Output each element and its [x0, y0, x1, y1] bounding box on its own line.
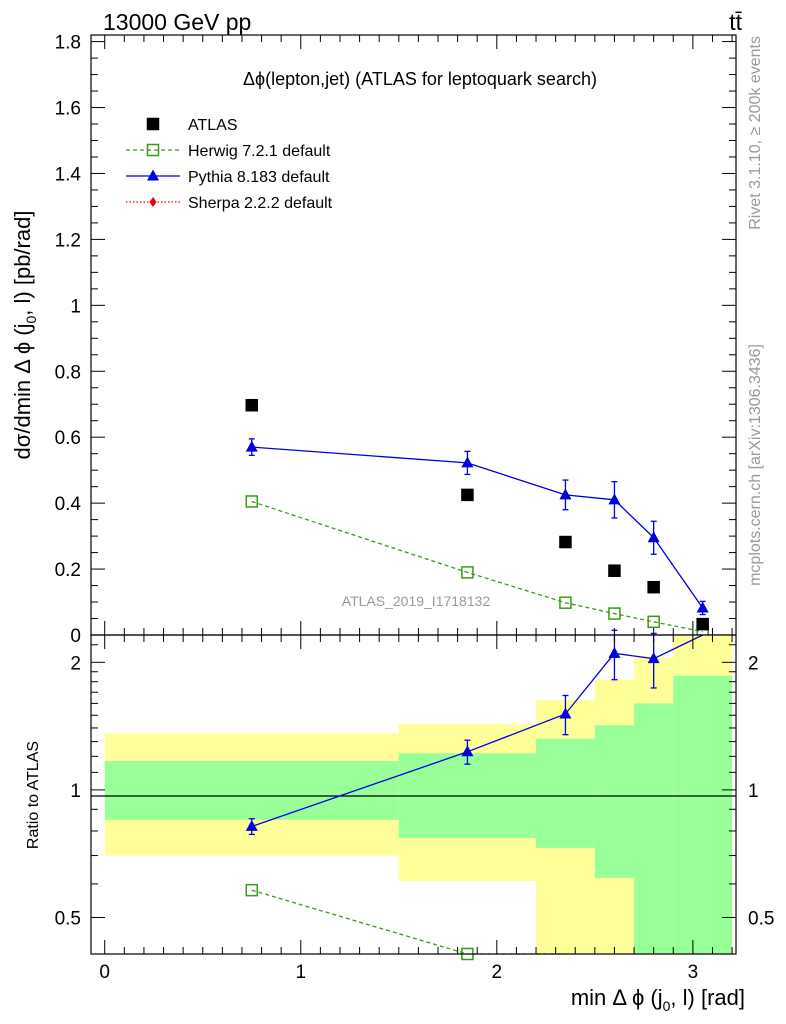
pythia-point	[245, 440, 258, 452]
y-axis-label: dσ/dmin Δ ϕ (j0, l) [pb/rad]	[10, 211, 39, 460]
x-tick-label: 1	[295, 962, 306, 983]
herwig-ratio-point	[245, 883, 259, 897]
uncertainty-bands	[104, 635, 733, 954]
ratio-panel: 0.5 0.5 1 1 2 2 0 1 2 3 Ratio to ATLAS	[25, 35, 774, 983]
band-inner	[673, 675, 733, 954]
pythia-ratio-point	[559, 707, 572, 719]
band-inner	[104, 760, 399, 820]
band-inner	[634, 703, 674, 954]
y-tick-label: 1.6	[55, 99, 81, 120]
pythia-ratio-point	[608, 646, 621, 658]
y-tick-label: 0.8	[55, 362, 81, 383]
band-inner	[594, 725, 635, 878]
atlas-point	[696, 617, 709, 631]
herwig-line	[251, 500, 703, 633]
pythia-point	[696, 601, 709, 613]
legend-label: ATLAS	[188, 117, 238, 134]
legend-label: Herwig 7.2.1 default	[188, 143, 331, 160]
ratio-ylabel: Ratio to ATLAS	[25, 741, 42, 849]
legend-label: Pythia 8.183 default	[188, 169, 330, 186]
pythia-point	[559, 488, 572, 500]
y-tick-label: 1.8	[55, 33, 81, 54]
atlas-point	[559, 535, 572, 549]
atlas-point	[461, 488, 474, 502]
legend-pythia-marker	[147, 169, 159, 181]
herwig-point	[608, 607, 621, 620]
y-tick-label: 1	[70, 296, 81, 317]
pythia-ratio-line	[251, 634, 703, 828]
x-axis-label: min Δ ϕ (j0, l) [rad]	[571, 985, 745, 1014]
pythia-point	[608, 493, 621, 505]
legend-atlas-marker	[146, 117, 160, 131]
ratio-tick-label: 2	[70, 653, 81, 674]
y-tick-label: 0.6	[55, 428, 81, 449]
x-tick-label: 2	[492, 962, 503, 983]
main-y-ticks: 0 0.2 0.4 0.6 0.8 1 1.2 1.4 1.6 1.8	[55, 33, 736, 647]
y-tick-label: 0.4	[55, 494, 82, 515]
atlas-point	[647, 580, 660, 594]
x-tick-label: 0	[99, 962, 110, 983]
process-label: tt̄	[729, 9, 742, 35]
pythia-ratio-point	[245, 819, 258, 831]
rivet-label: Rivet 3.1.10, ≥ 200k events	[747, 36, 764, 230]
herwig-point	[559, 596, 572, 609]
pythia-line	[251, 446, 704, 609]
ratio-tick-label: 2	[748, 653, 759, 674]
ratio-frame	[90, 634, 737, 955]
pythia-point	[461, 456, 474, 468]
ratio-tick-label: 1	[748, 781, 759, 802]
herwig-point	[647, 615, 660, 629]
herwig-point	[245, 495, 259, 508]
y-axis-label-text: dσ/dmin Δ ϕ (j0, l) [pb/rad]	[10, 211, 39, 460]
ratio-tick-label: 1	[70, 781, 81, 802]
atlas-point	[608, 564, 621, 577]
main-panel: 0 0.2 0.4 0.6 0.8 1 1.2 1.4 1.6 1.8 Δϕ(lepton,jet…	[55, 33, 737, 647]
energy-label: 13000 GeV pp	[103, 9, 251, 35]
pythia-ratio-point	[647, 652, 660, 664]
atlas-point	[245, 398, 259, 412]
legend-sherpa-marker	[149, 197, 157, 207]
legend-label: Sherpa 2.2.2 default	[188, 195, 333, 212]
y-tick-label: 1.2	[55, 230, 81, 251]
y-tick-label: 0	[70, 626, 81, 647]
x-axis-label-text: min Δ ϕ (j0, l) [rad]	[571, 985, 745, 1014]
herwig-point	[461, 566, 474, 579]
x-ticks: 0 1 2 3	[99, 35, 733, 983]
x-tick-label: 3	[688, 962, 699, 983]
ratio-tick-label: 0.5	[748, 908, 774, 929]
analysis-watermark: ATLAS_2019_I1718132	[342, 593, 491, 609]
legend: ATLAS Herwig 7.2.1 default Pythia 8.183 de…	[126, 117, 333, 212]
ratio-y-ticks: 0.5 0.5 1 1 2 2	[55, 644, 774, 929]
herwig-ratio-line	[251, 889, 566, 955]
y-tick-label: 0.2	[55, 560, 81, 581]
main-series	[245, 398, 709, 638]
plot-title: Δϕ(lepton,jet) (ATLAS for leptoquark sea…	[243, 69, 597, 89]
legend-herwig-marker	[146, 143, 160, 157]
pythia-point	[647, 531, 660, 543]
band-inner	[536, 738, 595, 848]
pythia-ratio-point	[461, 745, 474, 757]
ratio-tick-label: 0.5	[55, 908, 81, 929]
mcplots-label: mcplots.cern.ch [arXiv:1306.3436]	[747, 344, 764, 586]
y-tick-label: 1.4	[55, 164, 82, 185]
